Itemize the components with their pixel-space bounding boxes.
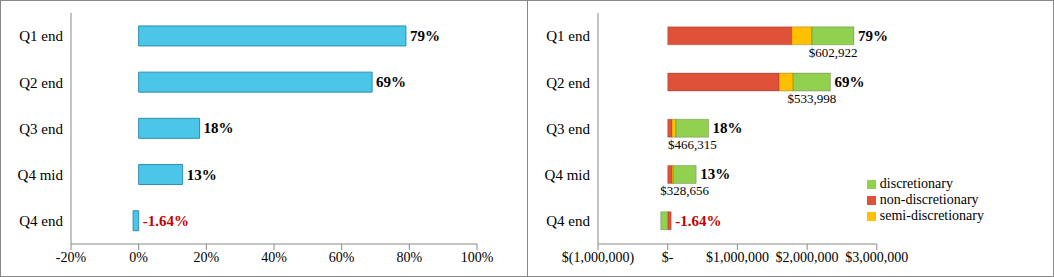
svg-text:Q3 end: Q3 end [19, 121, 63, 137]
svg-text:$466,315: $466,315 [668, 137, 717, 152]
html-text:semi-discretionary: semi-discretionary [879, 208, 984, 223]
svg-text:Q4 mid: Q4 mid [545, 167, 591, 183]
svg-text:Q2 end: Q2 end [19, 75, 63, 91]
svg-text:13%: 13% [187, 167, 217, 183]
svg-text:Q1 end: Q1 end [546, 28, 590, 44]
svg-text:100%: 100% [461, 250, 494, 265]
svg-text:18%: 18% [713, 120, 743, 136]
svg-text:$(1,000,000): $(1,000,000) [562, 250, 635, 266]
svg-text:40%: 40% [261, 250, 287, 265]
svg-text:Q3 end: Q3 end [546, 121, 590, 137]
svg-text:69%: 69% [834, 74, 864, 90]
svg-text:Q2 end: Q2 end [546, 75, 590, 91]
svg-text:79%: 79% [858, 28, 888, 44]
svg-text:-20%: -20% [56, 250, 87, 265]
svg-text:$328,656: $328,656 [660, 183, 709, 198]
svg-text:$-: $- [662, 250, 674, 265]
svg-text:$602,922: $602,922 [809, 45, 858, 60]
svg-text:Q4 mid: Q4 mid [18, 167, 64, 183]
svg-text:Q4 end: Q4 end [546, 213, 590, 229]
svg-text:60%: 60% [329, 250, 355, 265]
svg-text:Q4 end: Q4 end [19, 213, 63, 229]
svg-text:20%: 20% [193, 250, 219, 265]
svg-text:-1.64%: -1.64% [675, 213, 721, 229]
svg-text:0%: 0% [129, 250, 148, 265]
svg-text:69%: 69% [376, 74, 406, 90]
svg-text:$3,000,000: $3,000,000 [845, 250, 908, 265]
svg-text:18%: 18% [204, 120, 234, 136]
html-text:non-discretionary: non-discretionary [879, 192, 979, 207]
html-text:discretionary: discretionary [879, 176, 953, 191]
svg-text:$2,000,000: $2,000,000 [776, 250, 839, 265]
svg-text:-1.64%: -1.64% [143, 213, 189, 229]
svg-text:$533,998: $533,998 [787, 91, 836, 106]
svg-text:79%: 79% [410, 28, 440, 44]
svg-text:80%: 80% [396, 250, 422, 265]
svg-text:$1,000,000: $1,000,000 [706, 250, 769, 265]
svg-text:13%: 13% [700, 166, 730, 182]
svg-text:Q1 end: Q1 end [19, 28, 63, 44]
